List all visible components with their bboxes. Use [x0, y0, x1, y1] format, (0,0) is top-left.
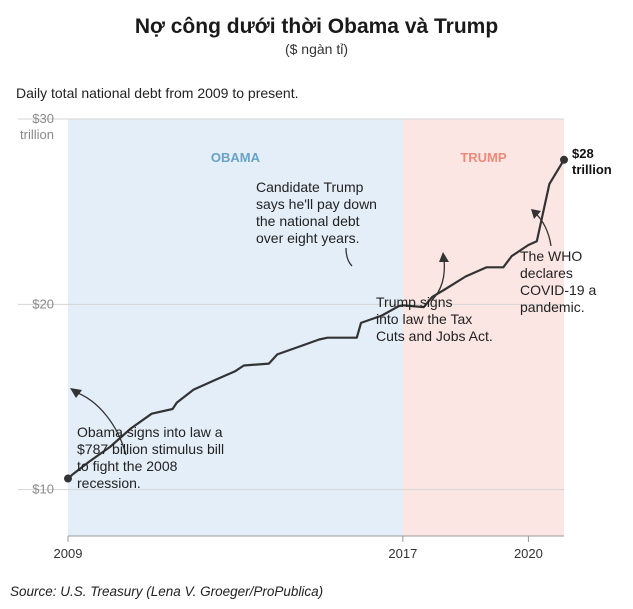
- period-band-trump: [402, 119, 564, 536]
- debt-series-line: [67, 159, 565, 480]
- source-note: Source: U.S. Treasury (Lena V. Groeger/P…: [10, 584, 324, 599]
- tax-cuts-arrow: [431, 258, 446, 301]
- annotation-line: the national debt: [256, 213, 360, 229]
- stimulus-arrow: [74, 391, 127, 456]
- period-label-trump: TRUMP: [460, 150, 507, 165]
- x-tick-label: 2009: [54, 546, 83, 561]
- stimulus-arrowhead: [70, 388, 82, 398]
- y-tick-sublabel: trillion: [20, 127, 54, 142]
- campaign-leader: [345, 247, 353, 267]
- series-start-point: [64, 474, 72, 483]
- annotation-line: declares: [520, 265, 573, 281]
- covid-arrowhead: [531, 209, 541, 219]
- period-labels: OBAMA TRUMP: [211, 150, 507, 165]
- annotation-line: to fight the 2008: [77, 458, 178, 474]
- end-value: $28: [572, 146, 594, 161]
- period-bands: [68, 119, 564, 536]
- x-axis-ticks: 2009 2017 2020: [54, 535, 564, 561]
- y-tick-label: $30: [32, 111, 54, 126]
- annotations: Obama signs into law a$787 billion stimu…: [77, 179, 596, 491]
- annotation-line: Cuts and Jobs Act.: [376, 328, 493, 344]
- series-end-point: [560, 155, 568, 164]
- period-band-obama: [68, 119, 403, 536]
- annotation-line: Trump signs: [376, 294, 453, 310]
- annotation-line: into law the Tax: [376, 311, 472, 327]
- tax-cuts-arrowhead: [439, 252, 449, 262]
- series-end-markers: [64, 155, 568, 483]
- x-tick-label: 2020: [514, 546, 543, 561]
- chart-description: Daily total national debt from 2009 to p…: [16, 85, 299, 101]
- annotation-arrows: [70, 209, 552, 456]
- chart-subtitle: ($ ngàn tỉ): [284, 41, 349, 57]
- annotation-line: Candidate Trump: [256, 179, 364, 195]
- annotation-line: says he'll pay down: [256, 196, 377, 212]
- chart-title: Nợ công dưới thời Obama và Trump: [134, 15, 499, 38]
- x-tick-label: 2017: [388, 546, 417, 561]
- end-value-unit: trillion: [572, 162, 612, 177]
- annotation-line: The WHO: [520, 248, 582, 264]
- y-tick-label: $10: [32, 482, 54, 497]
- annotation-stimulus: Obama signs into law a$787 billion stimu…: [77, 424, 224, 491]
- annotation-line: recession.: [77, 475, 141, 491]
- annotation-line: over eight years.: [256, 230, 360, 246]
- annotation-line: $787 billion stimulus bill: [77, 441, 224, 457]
- annotation-line: pandemic.: [520, 299, 585, 315]
- y-tick-label: $20: [32, 296, 54, 311]
- annotation-line: COVID-19 a: [520, 282, 596, 298]
- annotation-line: Obama signs into law a: [77, 424, 223, 440]
- gridlines: [18, 118, 564, 491]
- period-label-obama: OBAMA: [211, 150, 261, 165]
